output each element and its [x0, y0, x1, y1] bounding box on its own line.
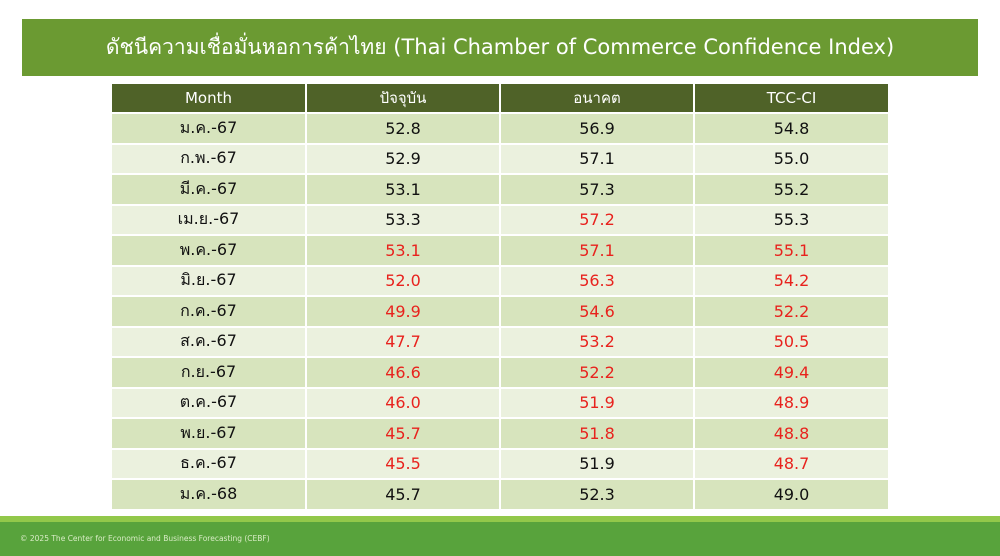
table-row: มิ.ย.-67 52.0 56.3 54.2 — [112, 264, 888, 296]
table-row: ส.ค.-67 47.7 53.2 50.5 — [112, 325, 888, 357]
cell-month: ก.ค.-67 — [112, 295, 307, 327]
header-month: Month — [112, 84, 307, 113]
cell-future: 52.3 — [500, 478, 695, 509]
cell-tcc-ci: 49.0 — [694, 478, 888, 509]
cell-month: มี.ค.-67 — [112, 173, 307, 205]
table-row: พ.ย.-67 45.7 51.8 48.8 — [112, 417, 888, 449]
cell-tcc-ci: 48.9 — [694, 386, 888, 418]
cell-month: พ.ค.-67 — [112, 234, 307, 266]
header-future: อนาคต — [500, 84, 695, 113]
table-row: พ.ค.-67 53.1 57.1 55.1 — [112, 234, 888, 266]
cell-current: 45.7 — [306, 478, 501, 509]
cell-current: 45.7 — [306, 417, 501, 449]
cell-month: ก.พ.-67 — [112, 142, 307, 174]
cell-current: 49.9 — [306, 295, 501, 327]
cell-tcc-ci: 55.0 — [694, 142, 888, 174]
confidence-index-table: Month ปัจจุบัน อนาคต TCC-CI ม.ค.-67 52.8 5… — [112, 84, 888, 509]
footer-accent-line — [0, 516, 1000, 522]
page-title: ดัชนีความเชื่อมั่นหอการค้าไทย (Thai Cham… — [105, 35, 895, 59]
cell-month: ม.ค.-68 — [112, 478, 307, 509]
cell-month: ธ.ค.-67 — [112, 447, 307, 479]
cell-month: มิ.ย.-67 — [112, 264, 307, 296]
cell-current: 52.0 — [306, 264, 501, 296]
cell-tcc-ci: 55.2 — [694, 173, 888, 205]
cell-future: 57.1 — [500, 142, 695, 174]
cell-future: 53.2 — [500, 325, 695, 357]
cell-current: 52.9 — [306, 142, 501, 174]
cell-tcc-ci: 49.4 — [694, 356, 888, 388]
cell-tcc-ci: 48.7 — [694, 447, 888, 479]
cell-current: 47.7 — [306, 325, 501, 357]
footer-copyright: © 2025 The Center for Economic and Busin… — [20, 534, 270, 543]
footer: © 2025 The Center for Economic and Busin… — [0, 522, 1000, 556]
cell-tcc-ci: 48.8 — [694, 417, 888, 449]
cell-month: ก.ย.-67 — [112, 356, 307, 388]
cell-future: 51.9 — [500, 386, 695, 418]
cell-tcc-ci: 50.5 — [694, 325, 888, 357]
cell-tcc-ci: 54.2 — [694, 264, 888, 296]
cell-future: 56.3 — [500, 264, 695, 296]
cell-future: 51.9 — [500, 447, 695, 479]
cell-future: 57.3 — [500, 173, 695, 205]
cell-tcc-ci: 52.2 — [694, 295, 888, 327]
cell-current: 52.8 — [306, 112, 501, 144]
cell-current: 46.6 — [306, 356, 501, 388]
page-title-bar: ดัชนีความเชื่อมั่นหอการค้าไทย (Thai Cham… — [22, 19, 978, 76]
header-tcc-ci: TCC-CI — [694, 84, 888, 113]
cell-future: 57.1 — [500, 234, 695, 266]
table-row: ก.ย.-67 46.6 52.2 49.4 — [112, 356, 888, 388]
table-row: มี.ค.-67 53.1 57.3 55.2 — [112, 173, 888, 205]
table-row: ก.พ.-67 52.9 57.1 55.0 — [112, 142, 888, 174]
cell-current: 53.1 — [306, 234, 501, 266]
header-current: ปัจจุบัน — [306, 84, 501, 113]
table-row: ต.ค.-67 46.0 51.9 48.9 — [112, 386, 888, 418]
cell-current: 53.1 — [306, 173, 501, 205]
cell-future: 52.2 — [500, 356, 695, 388]
cell-month: ส.ค.-67 — [112, 325, 307, 357]
cell-future: 56.9 — [500, 112, 695, 144]
cell-month: เม.ย.-67 — [112, 203, 307, 235]
table-row: ก.ค.-67 49.9 54.6 52.2 — [112, 295, 888, 327]
cell-tcc-ci: 55.3 — [694, 203, 888, 235]
cell-month: ต.ค.-67 — [112, 386, 307, 418]
cell-future: 54.6 — [500, 295, 695, 327]
table-row: ม.ค.-68 45.7 52.3 49.0 — [112, 478, 888, 509]
cell-future: 57.2 — [500, 203, 695, 235]
table-row: ม.ค.-67 52.8 56.9 54.8 — [112, 112, 888, 144]
cell-future: 51.8 — [500, 417, 695, 449]
table-row: ธ.ค.-67 45.5 51.9 48.7 — [112, 447, 888, 479]
cell-month: พ.ย.-67 — [112, 417, 307, 449]
cell-month: ม.ค.-67 — [112, 112, 307, 144]
cell-tcc-ci: 55.1 — [694, 234, 888, 266]
cell-current: 46.0 — [306, 386, 501, 418]
cell-current: 53.3 — [306, 203, 501, 235]
cell-tcc-ci: 54.8 — [694, 112, 888, 144]
table-header-row: Month ปัจจุบัน อนาคต TCC-CI — [112, 84, 888, 113]
cell-current: 45.5 — [306, 447, 501, 479]
table-row: เม.ย.-67 53.3 57.2 55.3 — [112, 203, 888, 235]
